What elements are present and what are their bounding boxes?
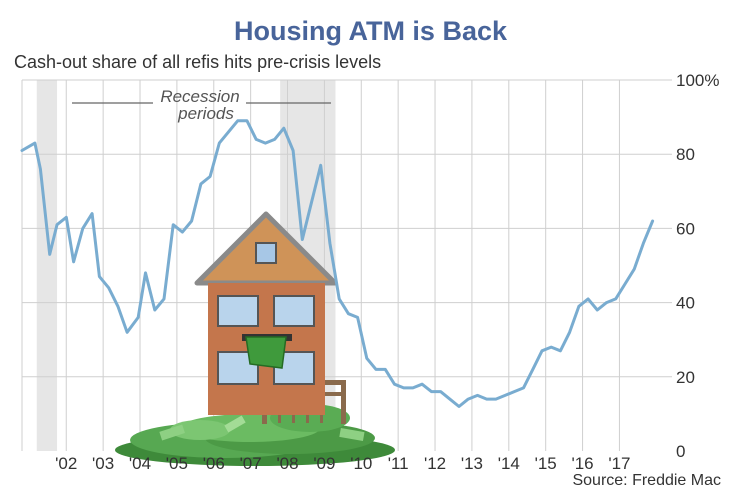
x-tick-label-15: '17 — [608, 454, 630, 473]
x-tick-label-8: '10 — [350, 454, 372, 473]
y-tick-labels: 0 20 40 60 80 100% — [676, 71, 719, 461]
x-tick-label-2: '04 — [129, 454, 151, 473]
annotation-line-1: Recession — [160, 87, 239, 106]
source-note: Source: Freddie Mac — [572, 472, 721, 489]
house-icon — [194, 211, 338, 415]
y-tick-label-2: 40 — [676, 294, 695, 313]
annotation-line-2: periods — [177, 104, 234, 123]
x-tick-label-12: '14 — [498, 454, 520, 473]
x-tick-label-0: '02 — [55, 454, 77, 473]
gridlines — [21, 79, 672, 451]
y-tick-label-0: 0 — [676, 442, 685, 461]
x-tick-label-7: '09 — [313, 454, 335, 473]
x-tick-label-4: '06 — [203, 454, 225, 473]
chart-title: Housing ATM is Back — [233, 16, 508, 46]
money-pile-icon — [115, 397, 395, 466]
y-tick-label-1: 20 — [676, 368, 695, 387]
recession-band-0 — [36, 80, 58, 451]
y-tick-label-5: 100% — [676, 71, 719, 90]
x-tick-label-1: '03 — [92, 454, 114, 473]
x-tick-labels: '02 '03 '04 '05 '06 '07 '08 '09 '10 '11 '12 '13 '14 '… — [55, 454, 630, 473]
y-tick-label-4: 80 — [676, 145, 695, 164]
x-tick-label-3: '05 — [166, 454, 188, 473]
x-tick-label-10: '12 — [424, 454, 446, 473]
x-tick-label-14: '16 — [571, 454, 593, 473]
x-tick-label-13: '15 — [535, 454, 557, 473]
x-tick-label-5: '07 — [240, 454, 262, 473]
x-tick-label-11: '13 — [461, 454, 483, 473]
chart-subtitle: Cash-out share of all refis hits pre-cri… — [14, 52, 382, 72]
x-tick-label-9: '11 — [388, 454, 409, 473]
x-tick-label-6: '08 — [276, 454, 298, 473]
house-money-illustration — [115, 211, 395, 466]
recession-annotation: Recession periods — [72, 87, 331, 123]
y-tick-label-3: 60 — [676, 219, 695, 238]
series-line-0 — [20, 119, 655, 408]
series-layer — [20, 119, 655, 408]
